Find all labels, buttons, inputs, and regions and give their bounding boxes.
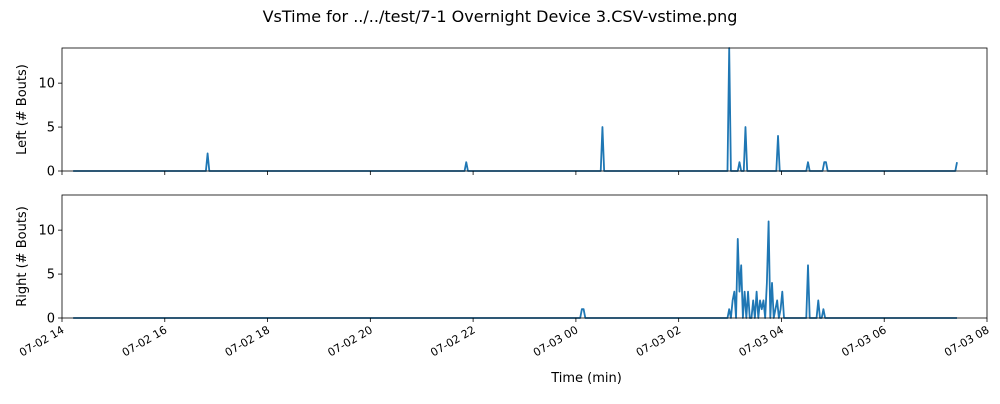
y-axis-label: Right (# Bouts) xyxy=(15,206,30,307)
data-point xyxy=(825,162,826,163)
data-point xyxy=(729,309,730,310)
data-point xyxy=(741,265,742,266)
axes-left: 0 5 10 Left (# Bouts) xyxy=(15,47,988,180)
series-line xyxy=(73,47,958,172)
data-point xyxy=(466,162,467,163)
data-point xyxy=(780,309,781,310)
x-tick-label: 07-02 20 xyxy=(325,323,374,359)
x-tick-label: 07-02 18 xyxy=(223,323,272,359)
data-point xyxy=(782,291,783,292)
data-point xyxy=(956,162,957,163)
data-point xyxy=(753,300,754,301)
data-point xyxy=(756,291,757,292)
data-point xyxy=(207,153,208,154)
data-point xyxy=(807,265,808,266)
data-point xyxy=(807,162,808,163)
data-point xyxy=(745,126,746,127)
data-point xyxy=(761,309,762,310)
data-point xyxy=(824,162,825,163)
data-point xyxy=(771,282,772,283)
data-point xyxy=(775,309,776,310)
x-tick-label: 07-02 16 xyxy=(120,323,169,359)
axes-right: 0 5 10 Right (# Bouts) 07-02 14 07-02 16 07-02… xyxy=(15,194,992,386)
x-tick-label: 07-02 22 xyxy=(428,323,477,359)
x-tick-label: 07-03 04 xyxy=(737,323,786,359)
data-point xyxy=(602,126,603,127)
y-tick-label: 10 xyxy=(38,77,55,92)
y-tick-label: 5 xyxy=(47,121,55,136)
y-tick-label: 0 xyxy=(47,165,55,180)
y-tick-label: 10 xyxy=(38,224,55,239)
data-point xyxy=(739,291,740,292)
series-line xyxy=(73,220,958,319)
data-point xyxy=(763,300,764,301)
data-point xyxy=(732,300,733,301)
data-point xyxy=(766,282,767,283)
x-tick-label: 07-03 02 xyxy=(634,323,683,359)
data-point xyxy=(581,309,582,310)
data-point xyxy=(747,291,748,292)
y-tick-label: 0 xyxy=(47,312,55,327)
data-point xyxy=(777,135,778,136)
data-point xyxy=(744,291,745,292)
data-point xyxy=(818,300,819,301)
x-tick-label: 07-03 06 xyxy=(839,323,888,359)
figure-title: VsTime for ../../test/7-1 Overnight Devi… xyxy=(263,7,738,26)
x-tick-label: 07-02 14 xyxy=(17,323,66,359)
data-point xyxy=(583,309,584,310)
data-point xyxy=(739,162,740,163)
plots: 0 5 10 Left (# Bouts) 0 5 10 Right (# Bouts) 07-… xyxy=(15,47,992,386)
y-axis-label: Left (# Bouts) xyxy=(15,64,30,155)
data-point xyxy=(768,221,769,222)
x-tick-label: 07-03 08 xyxy=(942,323,991,359)
data-point xyxy=(777,300,778,301)
data-point xyxy=(734,291,735,292)
data-point xyxy=(759,300,760,301)
data-point xyxy=(737,238,738,239)
plot-frame xyxy=(61,194,988,319)
plot-frame xyxy=(61,47,988,172)
x-axis-label: Time (min) xyxy=(550,371,622,386)
y-tick-label: 5 xyxy=(47,268,55,283)
data-point xyxy=(823,309,824,310)
x-tick-label: 07-03 00 xyxy=(531,323,580,359)
